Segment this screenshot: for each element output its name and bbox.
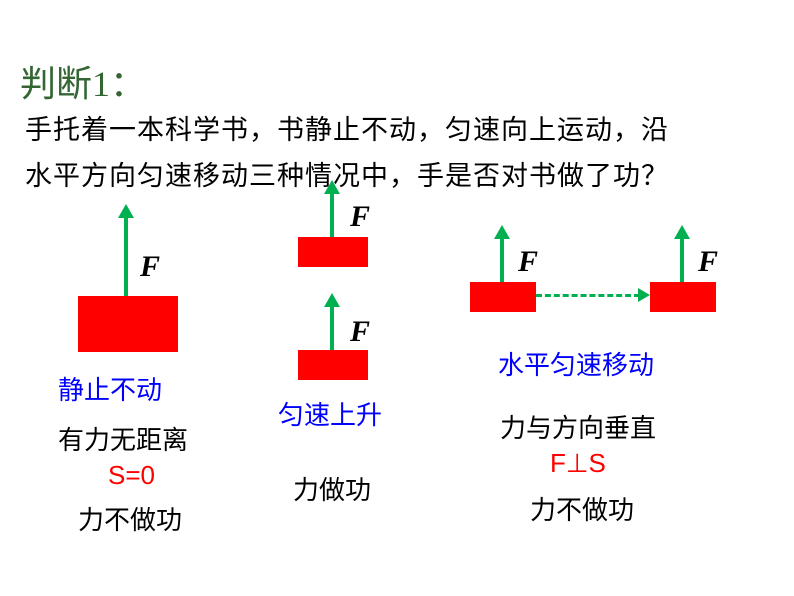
case3-force-arrow-head-left: [494, 225, 510, 239]
case3-force-arrow-head-right: [674, 225, 690, 239]
case3-motion-dash-line: [536, 294, 640, 297]
case3-line3: 力不做功: [530, 490, 634, 527]
case2-force-label-lower: F: [350, 315, 370, 349]
case2-force-arrow-line-upper: [330, 192, 334, 237]
case3-force-arrow-line-right: [680, 237, 684, 282]
case3-book-block-left: [470, 282, 536, 312]
case2-force-arrow-line-lower: [330, 305, 334, 350]
case3-desc: 水平匀速移动: [498, 345, 654, 382]
case1-force-arrow-head: [118, 204, 134, 218]
case1-desc: 静止不动: [58, 370, 162, 407]
case1-line2: S=0: [108, 460, 155, 491]
case3-line2: F⊥S: [550, 448, 606, 479]
case2-force-label-upper: F: [350, 200, 370, 234]
case3-force-label-right: F: [698, 245, 718, 279]
case1-line1: 有力无距离: [58, 420, 188, 457]
question-text: 手托着一本科学书，书静止不动，匀速向上运动，沿 水平方向匀速移动三种情况中，手是…: [25, 108, 669, 200]
case2-book-block-upper: [298, 237, 368, 267]
case2-line1: 力做功: [293, 470, 371, 507]
case3-book-block-right: [650, 282, 716, 312]
case2-force-arrow-head-lower: [324, 293, 340, 307]
case3-motion-arrow-head: [638, 288, 650, 302]
question-line1: 手托着一本科学书，书静止不动，匀速向上运动，沿: [25, 115, 669, 145]
case3-line1: 力与方向垂直: [500, 408, 656, 445]
case2-book-block-lower: [298, 350, 368, 380]
case1-line3: 力不做功: [78, 500, 182, 537]
case1-book-block: [78, 296, 178, 352]
case3-force-arrow-line-left: [500, 237, 504, 282]
question-line2: 水平方向匀速移动三种情况中，手是否对书做了功？: [25, 161, 669, 191]
case1-force-label: F: [140, 250, 160, 284]
page-title: 判断1：: [20, 55, 146, 107]
case2-force-arrow-head-upper: [324, 180, 340, 194]
case2-desc: 匀速上升: [278, 395, 382, 432]
case1-force-arrow-line: [124, 216, 128, 296]
case3-force-label-left: F: [518, 245, 538, 279]
